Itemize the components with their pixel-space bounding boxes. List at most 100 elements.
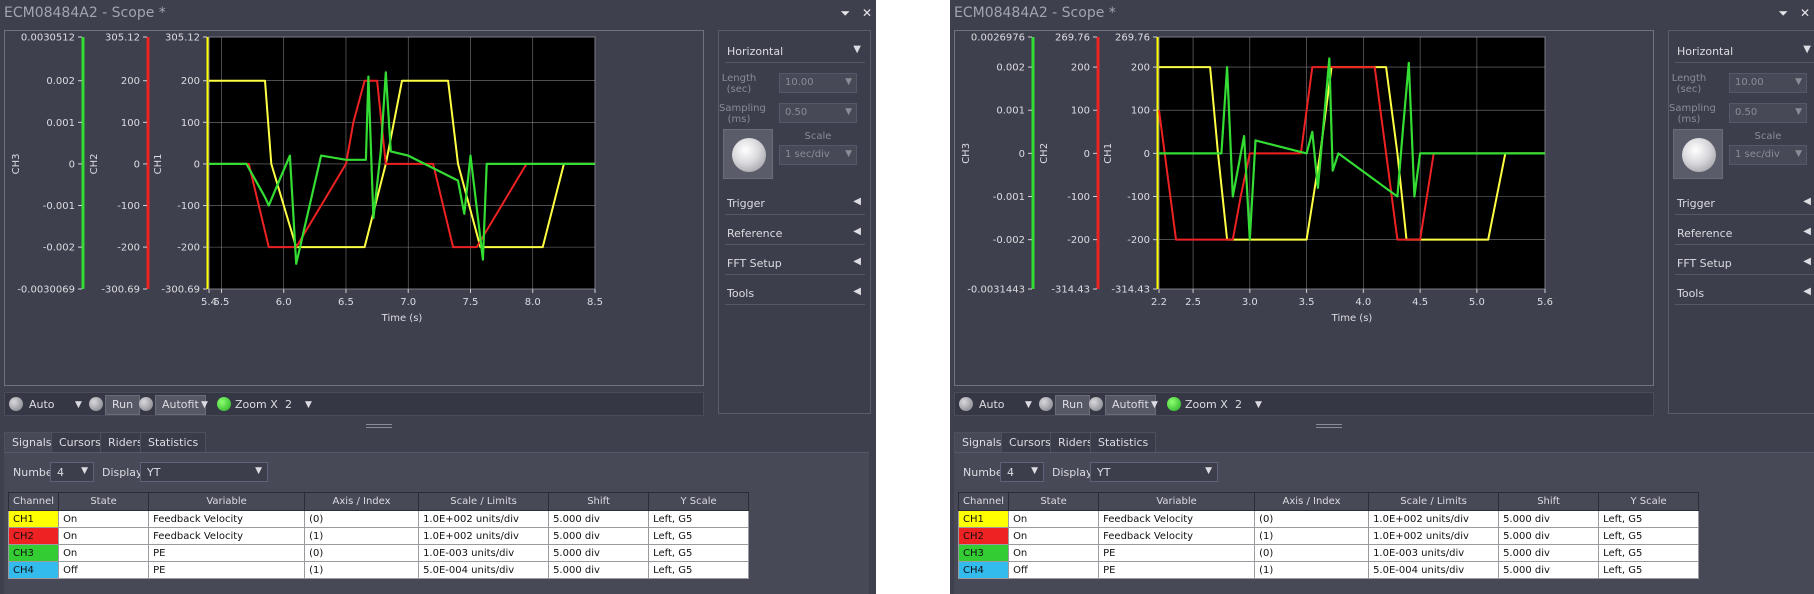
table-cell[interactable]: PE — [148, 561, 306, 579]
reference-section[interactable]: Reference ◀ — [1675, 221, 1814, 245]
table-cell[interactable]: Left, G5 — [1598, 527, 1700, 545]
channel-cell[interactable]: CH2 — [7, 527, 60, 545]
table-cell[interactable]: On — [58, 510, 150, 528]
table-cell[interactable]: 5.000 div — [548, 544, 650, 562]
scale-knob[interactable] — [723, 129, 773, 179]
chevron-down-icon[interactable]: ▼ — [1255, 400, 1262, 410]
table-cell[interactable]: 5.000 div — [1498, 561, 1600, 579]
table-cell[interactable]: 1.0E+002 units/div — [1368, 527, 1500, 545]
table-cell[interactable]: (0) — [304, 544, 420, 562]
table-header-state[interactable]: State — [58, 492, 150, 511]
auto-led-icon[interactable] — [9, 397, 23, 411]
table-cell[interactable]: Off — [58, 561, 150, 579]
table-cell[interactable]: On — [1008, 527, 1100, 545]
reference-section[interactable]: Reference ◀ — [725, 221, 865, 245]
table-header-shift[interactable]: Shift — [548, 492, 650, 511]
table-cell[interactable]: (0) — [1254, 510, 1370, 528]
auto-mode-label[interactable]: Auto — [29, 398, 55, 411]
table-cell[interactable]: (1) — [1254, 527, 1370, 545]
table-header-variable[interactable]: Variable — [1098, 492, 1256, 511]
table-header-axis-index[interactable]: Axis / Index — [1254, 492, 1370, 511]
table-row[interactable]: CH2 On Feedback Velocity (1) 1.0E+002 units/… — [7, 527, 750, 545]
table-cell[interactable]: (1) — [304, 561, 420, 579]
table-cell[interactable]: On — [1008, 510, 1100, 528]
table-header-scale-limits[interactable]: Scale / Limits — [1368, 492, 1500, 511]
table-row[interactable]: CH4 Off PE (1) 5.0E-004 units/div 5.000 div Le… — [7, 561, 750, 579]
chevron-down-icon[interactable]: ▼ — [1025, 400, 1032, 410]
table-cell[interactable]: Left, G5 — [648, 527, 750, 545]
tools-section[interactable]: Tools ◀ — [1675, 281, 1814, 305]
table-cell[interactable]: PE — [1098, 544, 1256, 562]
scope-plot[interactable]: 0.0030512 0.002 0.001 0 -0.001 -0.002 -0.00300… — [5, 31, 703, 385]
table-cell[interactable]: Left, G5 — [648, 510, 750, 528]
auto-led-icon[interactable] — [959, 397, 973, 411]
table-row[interactable]: CH3 On PE (0) 1.0E-003 units/div 5.000 div Lef… — [957, 544, 1700, 562]
tab-riders[interactable]: Riders — [1050, 432, 1101, 452]
table-cell[interactable]: Left, G5 — [648, 544, 750, 562]
fft-setup-section[interactable]: FFT Setup ◀ — [1675, 251, 1814, 275]
table-row[interactable]: CH1 On Feedback Velocity (0) 1.0E+002 units/… — [957, 510, 1700, 528]
tab-riders[interactable]: Riders — [100, 432, 151, 452]
tab-statistics[interactable]: Statistics — [1090, 432, 1157, 452]
channel-cell[interactable]: CH3 — [957, 544, 1010, 562]
run-button[interactable]: Run — [1055, 395, 1091, 415]
chevron-down-icon[interactable]: ▼ — [201, 400, 208, 410]
table-header-channel[interactable]: Channel — [957, 492, 1010, 511]
channel-cell[interactable]: CH4 — [7, 561, 60, 579]
chevron-down-icon[interactable]: ▼ — [1151, 400, 1158, 410]
table-cell[interactable]: 1.0E-003 units/div — [1368, 544, 1500, 562]
chevron-down-icon[interactable]: ▼ — [305, 400, 312, 410]
table-header-y-scale[interactable]: Y Scale — [648, 492, 750, 511]
table-cell[interactable]: On — [58, 527, 150, 545]
table-header-axis-index[interactable]: Axis / Index — [304, 492, 420, 511]
channel-cell[interactable]: CH4 — [957, 561, 1010, 579]
table-header-scale-limits[interactable]: Scale / Limits — [418, 492, 550, 511]
table-header-y-scale[interactable]: Y Scale — [1598, 492, 1700, 511]
table-cell[interactable]: On — [58, 544, 150, 562]
table-cell[interactable]: 1.0E+002 units/div — [1368, 510, 1500, 528]
zoom-value[interactable]: 2 — [1235, 398, 1242, 411]
table-cell[interactable]: 5.000 div — [1498, 544, 1600, 562]
zoom-value[interactable]: 2 — [285, 398, 292, 411]
table-cell[interactable]: 5.000 div — [1498, 527, 1600, 545]
table-cell[interactable]: 1.0E+002 units/div — [418, 510, 550, 528]
autofit-button[interactable]: Autofit — [1105, 395, 1156, 415]
tab-statistics[interactable]: Statistics — [140, 432, 207, 452]
run-button[interactable]: Run — [105, 395, 141, 415]
table-cell[interactable]: Left, G5 — [1598, 544, 1700, 562]
table-header-state[interactable]: State — [1008, 492, 1100, 511]
table-header-shift[interactable]: Shift — [1498, 492, 1600, 511]
channel-cell[interactable]: CH1 — [7, 510, 60, 528]
horizontal-section[interactable]: Horizontal ▼ — [1675, 39, 1814, 63]
table-cell[interactable]: PE — [148, 544, 306, 562]
table-cell[interactable]: 5.000 div — [548, 510, 650, 528]
tab-signals[interactable]: Signals — [4, 432, 60, 452]
close-icon[interactable]: ✕ — [1799, 6, 1810, 20]
sampling-select[interactable]: 0.50 ▼ — [779, 103, 857, 123]
scale-select[interactable]: 1 sec/div ▼ — [1729, 145, 1807, 165]
autofit-button[interactable]: Autofit — [155, 395, 206, 415]
auto-mode-label[interactable]: Auto — [979, 398, 1005, 411]
trigger-section[interactable]: Trigger ◀ — [1675, 191, 1814, 215]
table-row[interactable]: CH1 On Feedback Velocity (0) 1.0E+002 units/… — [7, 510, 750, 528]
number-select[interactable]: 4 ▼ — [50, 462, 94, 482]
horizontal-section[interactable]: Horizontal ▼ — [725, 39, 865, 63]
table-cell[interactable]: (1) — [1254, 561, 1370, 579]
table-row[interactable]: CH4 Off PE (1) 5.0E-004 units/div 5.000 div Le… — [957, 561, 1700, 579]
tab-signals[interactable]: Signals — [954, 432, 1010, 452]
table-cell[interactable]: Feedback Velocity — [148, 527, 306, 545]
table-cell[interactable]: Left, G5 — [1598, 561, 1700, 579]
channel-cell[interactable]: CH2 — [957, 527, 1010, 545]
scale-knob[interactable] — [1673, 129, 1723, 179]
tab-cursors[interactable]: Cursors — [1001, 432, 1059, 452]
display-select[interactable]: YT ▼ — [1090, 462, 1218, 482]
close-icon[interactable]: ✕ — [861, 6, 872, 20]
table-cell[interactable]: 5.0E-004 units/div — [418, 561, 550, 579]
display-select[interactable]: YT ▼ — [140, 462, 268, 482]
table-cell[interactable]: On — [1008, 544, 1100, 562]
number-select[interactable]: 4 ▼ — [1000, 462, 1044, 482]
tools-section[interactable]: Tools ◀ — [725, 281, 865, 305]
trigger-section[interactable]: Trigger ◀ — [725, 191, 865, 215]
table-cell[interactable]: (0) — [304, 510, 420, 528]
table-header-variable[interactable]: Variable — [148, 492, 306, 511]
